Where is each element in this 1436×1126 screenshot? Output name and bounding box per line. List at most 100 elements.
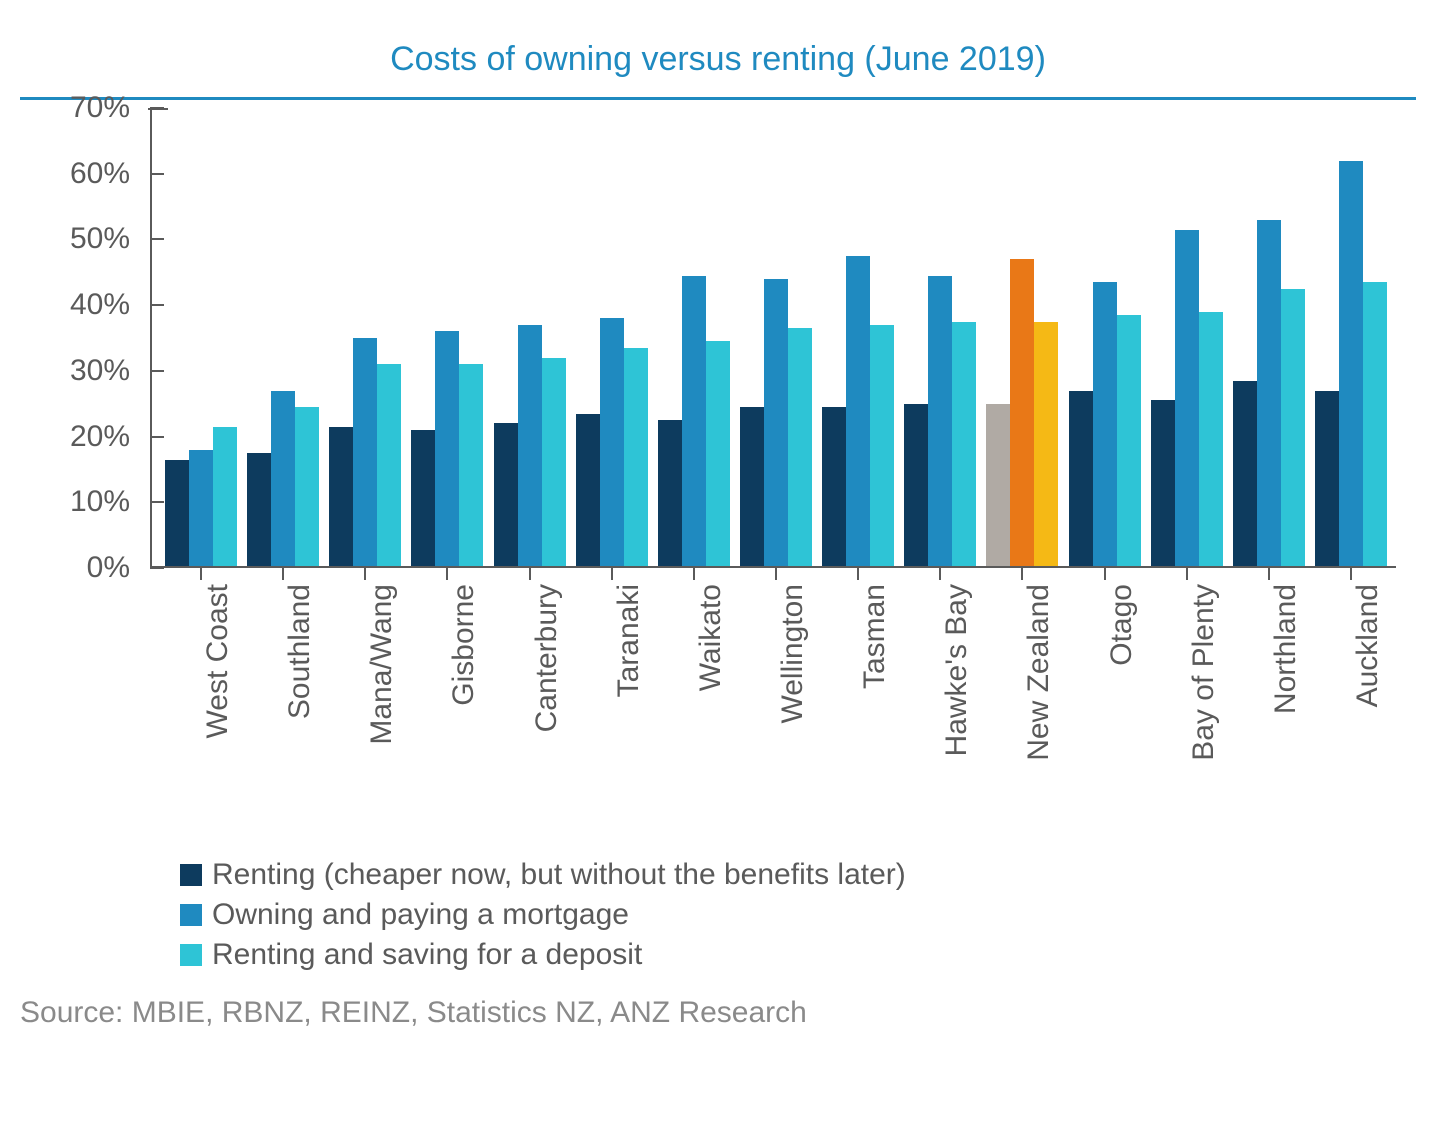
x-tick-mark (1186, 568, 1188, 580)
x-label-slot: Waikato (653, 568, 735, 848)
x-label-slot: Tasman (817, 568, 899, 848)
x-tick-mark (693, 568, 695, 580)
category-group (735, 108, 817, 568)
bar (435, 331, 459, 568)
x-tick-label: Taranaki (612, 584, 646, 697)
category-group (160, 108, 242, 568)
bar (1199, 312, 1223, 568)
chart-title: Costs of owning versus renting (June 201… (20, 20, 1416, 100)
category-group (571, 108, 653, 568)
x-tick-label: Gisborne (447, 584, 481, 706)
category-group (489, 108, 571, 568)
x-tick-mark (529, 568, 531, 580)
bar (165, 460, 189, 568)
bar (682, 276, 706, 568)
category-group (406, 108, 488, 568)
x-tick-mark (446, 568, 448, 580)
bar (576, 414, 600, 568)
y-tick-label: 10% (20, 485, 130, 519)
bar (459, 364, 483, 568)
bar (295, 407, 319, 568)
bar (542, 358, 566, 568)
bar (846, 256, 870, 568)
bar (658, 420, 682, 568)
bar (247, 453, 271, 568)
bar (706, 341, 730, 568)
x-label-slot: Wellington (735, 568, 817, 848)
bar (822, 407, 846, 568)
y-tick-label: 0% (20, 551, 130, 585)
bar (1233, 381, 1257, 568)
category-group (1146, 108, 1228, 568)
bar (740, 407, 764, 568)
x-label-slot: Taranaki (571, 568, 653, 848)
bar (494, 423, 518, 568)
legend-label: Renting and saving for a deposit (212, 938, 642, 972)
legend-label: Owning and paying a mortgage (212, 898, 629, 932)
x-tick-mark (857, 568, 859, 580)
category-group (899, 108, 981, 568)
category-group (817, 108, 899, 568)
x-label-slot: Gisborne (406, 568, 488, 848)
bar (1093, 282, 1117, 568)
bar (1151, 400, 1175, 568)
bar (377, 364, 401, 568)
x-tick-mark (939, 568, 941, 580)
x-label-slot: Otago (1064, 568, 1146, 848)
x-axis-labels: West CoastSouthlandMana/WangGisborneCant… (150, 568, 1396, 848)
x-tick-mark (1268, 568, 1270, 580)
bar (1010, 259, 1034, 568)
bar (353, 338, 377, 568)
legend-swatch (180, 904, 202, 926)
bar (1034, 322, 1058, 568)
x-tick-mark (775, 568, 777, 580)
bar (1363, 282, 1387, 568)
x-tick-mark (200, 568, 202, 580)
bar (189, 450, 213, 568)
x-tick-mark (1350, 568, 1352, 580)
x-tick-label: Waikato (694, 584, 728, 691)
x-label-slot: Canterbury (489, 568, 571, 848)
legend-label: Renting (cheaper now, but without the be… (212, 858, 906, 892)
legend-item: Renting (cheaper now, but without the be… (180, 858, 1416, 892)
bar (329, 427, 353, 568)
category-group (324, 108, 406, 568)
bar (986, 404, 1010, 568)
legend-swatch (180, 944, 202, 966)
plot-area: 0%10%20%30%40%50%60%70% (150, 108, 1396, 568)
x-tick-label: Auckland (1351, 584, 1385, 707)
bar (1069, 391, 1093, 568)
chart-container: Costs of owning versus renting (June 201… (20, 20, 1416, 1030)
x-label-slot: Auckland (1310, 568, 1392, 848)
category-group (981, 108, 1063, 568)
x-tick-label: Otago (1105, 584, 1139, 666)
x-tick-label: Hawke's Bay (940, 584, 974, 756)
x-tick-label: Southland (283, 584, 317, 719)
bar (764, 279, 788, 568)
category-group (1064, 108, 1146, 568)
bar (213, 427, 237, 568)
bars-container (150, 108, 1396, 568)
bar (1257, 220, 1281, 568)
x-label-slot: New Zealand (981, 568, 1063, 848)
x-tick-label: Mana/Wang (365, 584, 399, 745)
bar (1117, 315, 1141, 568)
x-label-slot: Hawke's Bay (899, 568, 981, 848)
x-tick-mark (611, 568, 613, 580)
x-tick-label: Northland (1269, 584, 1303, 714)
x-label-slot: Mana/Wang (324, 568, 406, 848)
x-label-slot: Bay of Plenty (1146, 568, 1228, 848)
x-tick-label: Bay of Plenty (1187, 584, 1221, 761)
category-group (1228, 108, 1310, 568)
bar (1315, 391, 1339, 568)
category-group (653, 108, 735, 568)
legend-item: Renting and saving for a deposit (180, 938, 1416, 972)
bar (624, 348, 648, 568)
x-label-slot: Southland (242, 568, 324, 848)
y-tick-label: 70% (20, 91, 130, 125)
bar (1339, 161, 1363, 568)
bar (952, 322, 976, 568)
x-tick-mark (1021, 568, 1023, 580)
category-group (242, 108, 324, 568)
bar (411, 430, 435, 568)
